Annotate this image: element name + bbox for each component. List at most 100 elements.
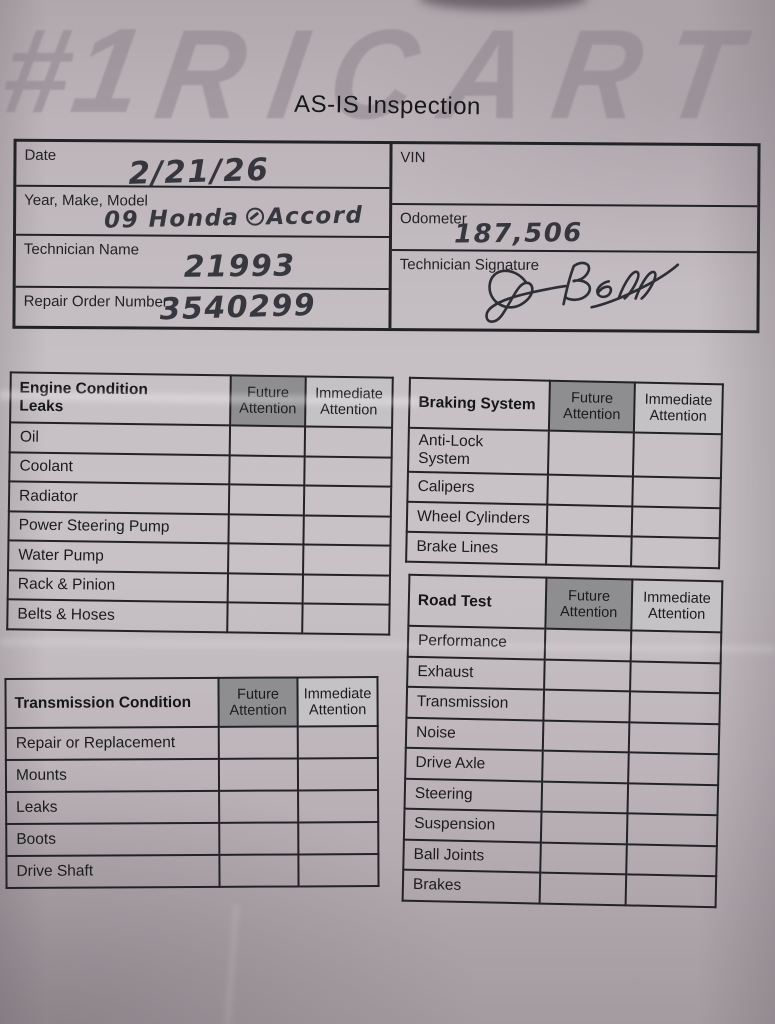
date-label: Date (24, 146, 57, 164)
immediate-attention-cell (303, 544, 391, 576)
ink-scribble-mark (246, 207, 265, 226)
technician-signature (485, 261, 680, 323)
row-label: Boots (6, 822, 220, 856)
future-attention-cell (540, 811, 628, 844)
technician-name-field: Technician Name 21993 (15, 235, 389, 291)
row-label: Belts & Hoses (7, 599, 228, 632)
immediate-attention-cell (626, 843, 717, 877)
row-label: Drive Shaft (6, 854, 220, 888)
watermark-brand-name: RICART (147, 3, 775, 147)
transmission-table-title: Transmission Condition (5, 677, 219, 728)
road-test-table-title: Road Test (408, 574, 547, 629)
future-attention-cell (542, 720, 630, 753)
immediate-attention-cell (626, 813, 718, 846)
row-label: Rack & Pinion (7, 569, 229, 603)
row-label: Radiator (8, 481, 230, 514)
immediate-attention-cell (302, 603, 390, 635)
immediate-attention-cell (629, 691, 721, 724)
future-attention-cell (229, 454, 305, 486)
row-label: Repair or Replacement (5, 726, 219, 760)
future-attention-cell (544, 659, 631, 692)
future-attention-header: Future Attention (218, 677, 298, 727)
row-label: Calipers (407, 471, 548, 505)
future-attention-header: Future Attention (548, 380, 635, 433)
row-label: Drive Axle (405, 747, 543, 782)
vehicle-info-box: Date 2/21/26 Year, Make, Model 09 Honda A… (12, 138, 761, 334)
future-attention-cell (229, 425, 306, 456)
future-attention-cell (540, 842, 627, 875)
future-attention-header: Future Attention (545, 577, 633, 631)
paper-crease (225, 905, 239, 1024)
braking-system-table: Braking System Future Attention Immediat… (405, 376, 724, 570)
future-attention-cell (227, 602, 303, 633)
immediate-attention-cell (631, 506, 721, 539)
immediate-attention-cell (303, 485, 392, 517)
photo-top-shadow (418, 0, 588, 10)
transmission-condition-table: Transmission Condition Future Attention … (4, 676, 380, 889)
immediate-attention-cell (297, 726, 378, 759)
row-label: Coolant (9, 451, 230, 485)
future-attention-cell (541, 781, 629, 814)
future-attention-cell (543, 689, 631, 722)
immediate-attention-cell (303, 514, 391, 546)
row-label: Exhaust (407, 656, 545, 690)
repair-order-field: Repair Order Number 3540299 (15, 288, 388, 331)
immediate-attention-cell (632, 476, 721, 509)
year-make-model-field: Year, Make, Model 09 Honda Accord (15, 186, 390, 239)
immediate-attention-cell (628, 752, 719, 785)
row-label: Suspension (403, 808, 542, 843)
info-left-column: Date 2/21/26 Year, Make, Model 09 Honda A… (15, 141, 390, 331)
row-label: Leaks (6, 790, 220, 824)
row-label: Ball Joints (403, 839, 541, 873)
technician-signature-field: Technician Signature Cy Bell (391, 251, 756, 330)
immediate-attention-cell (627, 782, 719, 816)
future-attention-cell (218, 726, 298, 759)
immediate-attention-header: Immediate Attention (297, 677, 378, 727)
year-make-model-handwritten-value: 09 Honda Accord (104, 202, 364, 233)
ricart-logo-watermark: #1RICART (0, 0, 775, 156)
future-attention-cell (547, 474, 633, 507)
future-attention-cell (219, 822, 299, 855)
future-attention-cell (228, 513, 304, 545)
immediate-attention-cell (631, 536, 720, 569)
repair-order-handwritten-value: 3540299 (159, 287, 317, 328)
row-label: Mounts (5, 758, 220, 792)
immediate-attention-cell (625, 874, 717, 907)
row-label: Power Steering Pump (8, 510, 229, 544)
row-label: Oil (9, 422, 231, 455)
row-label: Anti-Lock System (407, 427, 549, 475)
immediate-attention-cell (302, 573, 391, 605)
row-label: Transmission (406, 686, 545, 721)
watermark-number-one: #1 (0, 4, 157, 138)
vin-label: VIN (400, 149, 426, 167)
immediate-attention-cell (304, 426, 393, 458)
row-label: Brakes (402, 869, 541, 904)
future-attention-cell (542, 750, 629, 783)
date-field: Date 2/21/26 (16, 141, 390, 192)
immediate-attention-header: Immediate Attention (633, 382, 723, 435)
road-test-table: Road Test Future Attention Immediate Att… (401, 573, 724, 908)
future-attention-cell (218, 758, 299, 791)
braking-table-title: Braking System (408, 377, 550, 431)
ymm-year-make: 09 Honda (103, 204, 240, 234)
ymm-model: Accord (266, 202, 364, 231)
vin-field: VIN (392, 144, 758, 208)
future-attention-cell (546, 504, 633, 537)
engine-condition-table: Engine Condition Leaks Future Attention … (6, 371, 394, 636)
future-attention-cell (546, 534, 632, 567)
technician-name-handwritten-value: 21993 (183, 248, 296, 285)
row-label: Wheel Cylinders (406, 501, 548, 535)
odometer-handwritten-value: 187,506 (453, 218, 584, 250)
technician-signature-text: Cy Bell (392, 251, 393, 252)
odometer-field: Odometer 187,506 (391, 205, 758, 254)
immediate-attention-cell (298, 790, 379, 823)
future-attention-cell (547, 430, 634, 477)
row-label: Noise (405, 717, 544, 751)
future-attention-cell (228, 484, 305, 515)
future-attention-cell (227, 572, 304, 604)
future-attention-cell (219, 854, 299, 887)
immediate-attention-cell (630, 660, 721, 694)
immediate-attention-cell (298, 822, 379, 855)
info-right-column: VIN Odometer 187,506 Technician Signatur… (388, 144, 758, 331)
